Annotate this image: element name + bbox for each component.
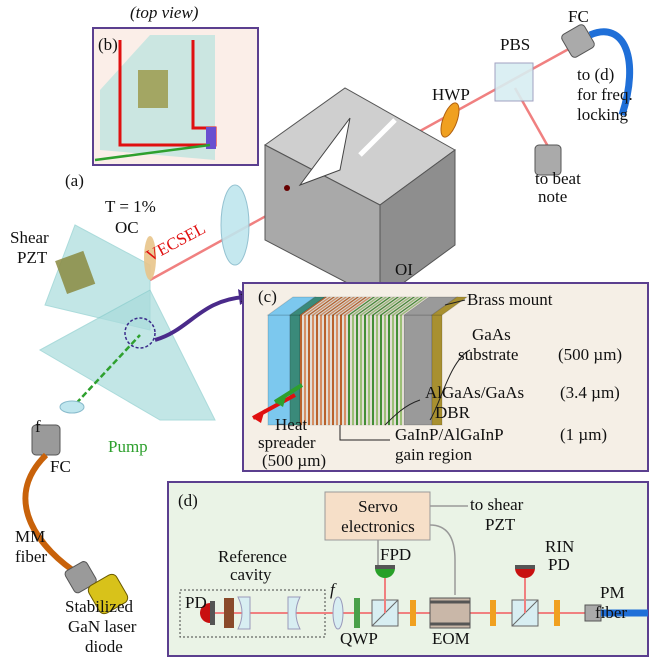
gain-layer	[336, 315, 338, 425]
label: PD	[548, 555, 570, 574]
lens-d	[333, 597, 343, 629]
dbr-layer	[384, 315, 386, 425]
gain-layer	[320, 315, 322, 425]
label: substrate	[458, 345, 518, 364]
dbr-layer	[368, 315, 370, 425]
label: (d)	[178, 491, 198, 510]
gain-layer	[344, 315, 346, 425]
gain-layer	[340, 315, 342, 425]
label: (500 µm)	[558, 345, 622, 364]
gain-layer	[300, 315, 302, 425]
label: gain region	[395, 445, 472, 464]
label: PZT	[485, 515, 516, 534]
label: fiber	[595, 603, 627, 622]
label: to shear	[470, 495, 524, 514]
label: Brass mount	[467, 290, 553, 309]
label: diode	[85, 637, 123, 656]
label: to beat	[535, 169, 581, 188]
plate	[554, 600, 560, 626]
rin-pd-base	[515, 565, 535, 569]
dbr-layer	[376, 315, 378, 425]
label: electronics	[341, 517, 415, 536]
oi-aperture	[284, 185, 290, 191]
label: PZT	[17, 248, 48, 267]
dbr-layer	[400, 315, 402, 425]
label: fiber	[15, 547, 47, 566]
label: PBS	[500, 35, 530, 54]
plate	[410, 600, 416, 626]
gain-layer	[316, 315, 318, 425]
dbr-layer	[388, 315, 390, 425]
label: DBR	[435, 403, 471, 422]
cavity-block	[224, 598, 234, 628]
label: (500 µm)	[262, 451, 326, 470]
pump-lens	[60, 401, 84, 413]
qwp	[354, 598, 360, 628]
pbs	[495, 63, 533, 101]
label: RIN	[545, 537, 574, 556]
label: spreader	[258, 433, 316, 452]
label: QWP	[340, 629, 378, 648]
dbr-layer	[352, 315, 354, 425]
label: PM	[600, 583, 625, 602]
label: cavity	[230, 565, 272, 584]
label: AlGaAs/GaAs	[425, 383, 524, 402]
substrate	[404, 315, 432, 425]
label: Heat	[275, 415, 307, 434]
label: PD	[185, 593, 207, 612]
label: GaInP/AlGaInP	[395, 425, 504, 444]
plate	[490, 600, 496, 626]
pzt-top	[138, 70, 168, 108]
lens	[221, 185, 249, 265]
label: for freq.	[577, 85, 633, 104]
zoom-arrow	[155, 297, 245, 340]
dbr-layer	[372, 315, 374, 425]
label: to (d)	[577, 65, 614, 84]
label: OI	[395, 260, 413, 279]
label: OC	[115, 218, 139, 237]
gain-layer	[332, 315, 334, 425]
label: MM	[15, 527, 45, 546]
label: f	[35, 417, 41, 436]
label: (1 µm)	[560, 425, 607, 444]
label: Shear	[10, 228, 49, 247]
label: Servo	[358, 497, 398, 516]
label: (b)	[98, 35, 118, 54]
dbr-layer	[396, 315, 398, 425]
dbr-layer	[348, 315, 350, 425]
dbr-layer	[360, 315, 362, 425]
label: T = 1%	[105, 197, 156, 216]
out-fc	[560, 23, 596, 59]
dbr-layer	[356, 315, 358, 425]
gain-layer	[312, 315, 314, 425]
label: (a)	[65, 171, 84, 190]
gain-layer	[324, 315, 326, 425]
label: locking	[577, 105, 628, 124]
label: EOM	[432, 629, 470, 648]
figure: (top view) (b) (a) T = 1% OC Shear PZT V…	[0, 0, 651, 659]
label: Stabilized	[65, 597, 133, 616]
pd-base	[210, 601, 215, 625]
label: note	[538, 187, 567, 206]
label: GaAs	[472, 325, 511, 344]
gain-side	[290, 315, 300, 425]
gain-layer	[308, 315, 310, 425]
dbr-layer	[392, 315, 394, 425]
label: (top view)	[130, 3, 199, 22]
fpd-base	[375, 565, 395, 569]
label: GaN laser	[68, 617, 137, 636]
gain-layer	[304, 315, 306, 425]
gain-layer	[328, 315, 330, 425]
label: Pump	[108, 437, 148, 456]
label: FPD	[380, 545, 411, 564]
dbr-layer	[364, 315, 366, 425]
label: FC	[50, 457, 71, 476]
label: HWP	[432, 85, 470, 104]
label: Reference	[218, 547, 287, 566]
dbr-layer	[380, 315, 382, 425]
label: (c)	[258, 287, 277, 306]
label: (3.4 µm)	[560, 383, 620, 402]
label: FC	[568, 7, 589, 26]
